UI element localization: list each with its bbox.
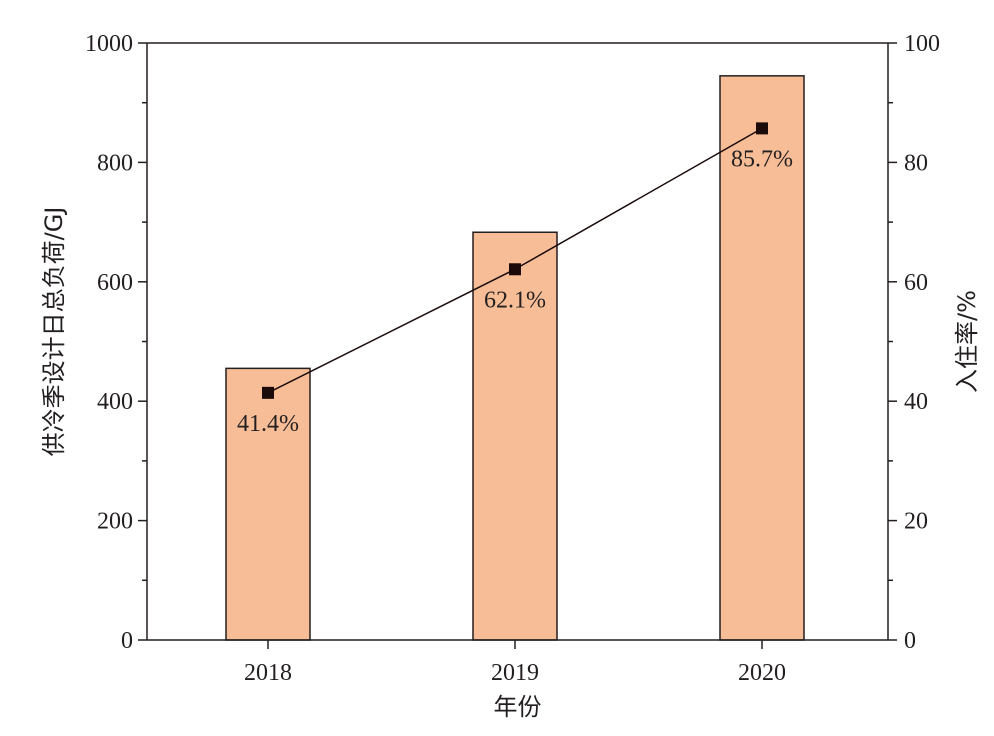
- bar-2019: [472, 231, 558, 641]
- axes-group: 0 200 400 600 800 1000 0 20 40 60 80 100 2018 2019 202…: [85, 31, 940, 686]
- bar-2020: [719, 75, 805, 641]
- left-y-axis-title: 供冷季设计日总负荷/GJ: [40, 207, 68, 457]
- right-y-tick-label: 40: [904, 389, 928, 415]
- x-tick-label-2020: 2020: [738, 660, 786, 686]
- x-tick-label-2018: 2018: [244, 660, 292, 686]
- right-y-tick-label: 80: [904, 150, 928, 176]
- left-y-tick-label: 800: [97, 150, 133, 176]
- left-y-tick-label: 400: [97, 389, 133, 415]
- right-y-tick-label: 0: [904, 628, 916, 654]
- right-y-tick-label: 60: [904, 270, 928, 296]
- bar-2018: [225, 367, 311, 641]
- left-y-tick-label: 200: [97, 509, 133, 535]
- data-label-2019: 62.1%: [484, 287, 546, 313]
- occupancy-marker-2020: [756, 122, 768, 135]
- left-y-tick-label: 0: [121, 628, 133, 654]
- x-tick-label-2019: 2019: [491, 660, 539, 686]
- left-y-tick-label: 600: [97, 270, 133, 296]
- left-y-tick-label: 1000: [85, 31, 133, 57]
- right-y-tick-label: 100: [904, 31, 940, 57]
- data-label-2018: 41.4%: [237, 411, 299, 437]
- occupancy-marker-2019: [509, 263, 521, 276]
- occupancy-marker-2018: [262, 386, 274, 399]
- right-y-axis-title: 入住率/%: [953, 290, 981, 393]
- labels-group: 41.4% 62.1% 85.7%: [237, 146, 793, 436]
- line-series-group: [262, 122, 768, 399]
- x-axis-title: 年份: [494, 693, 542, 721]
- bars-group: [225, 75, 805, 641]
- right-y-tick-label: 20: [904, 509, 928, 535]
- data-label-2020: 85.7%: [731, 146, 793, 172]
